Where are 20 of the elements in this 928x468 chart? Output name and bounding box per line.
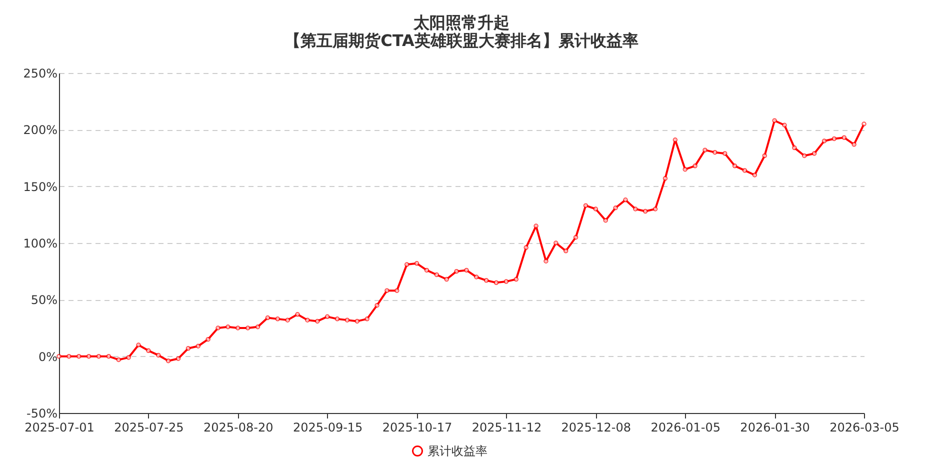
y-tick-label: 250% (23, 66, 58, 80)
y-tick-label: 100% (23, 236, 58, 250)
chart-subtitle: 【第五届期货CTA英雄联盟大赛排名】累计收益率 (284, 31, 638, 50)
chart-title: 太阳照常升起 (412, 13, 510, 32)
x-tick-label: 2026-01-05 (650, 420, 720, 434)
y-tick-label: 150% (23, 180, 58, 194)
x-tick-label: 2025-08-20 (204, 420, 274, 434)
x-tick-label: 2026-03-05 (830, 420, 900, 434)
y-tick-label: 200% (23, 123, 58, 138)
y-tick-label: 0% (38, 350, 58, 364)
y-tick-label: -50% (26, 406, 58, 420)
x-tick-label: 2025-07-25 (114, 420, 184, 434)
x-tick-label: 2025-09-15 (292, 420, 363, 434)
x-tick-label: 2026-01-30 (740, 420, 810, 434)
x-tick-label: 2025-07-01 (24, 420, 94, 434)
y-tick-label: 50% (30, 293, 58, 308)
legend-label: 累计收益率 (428, 444, 488, 458)
x-tick-label: 2025-11-12 (472, 420, 542, 434)
x-tick-label: 2025-12-08 (561, 420, 632, 434)
x-tick-label: 2025-10-17 (382, 420, 452, 434)
